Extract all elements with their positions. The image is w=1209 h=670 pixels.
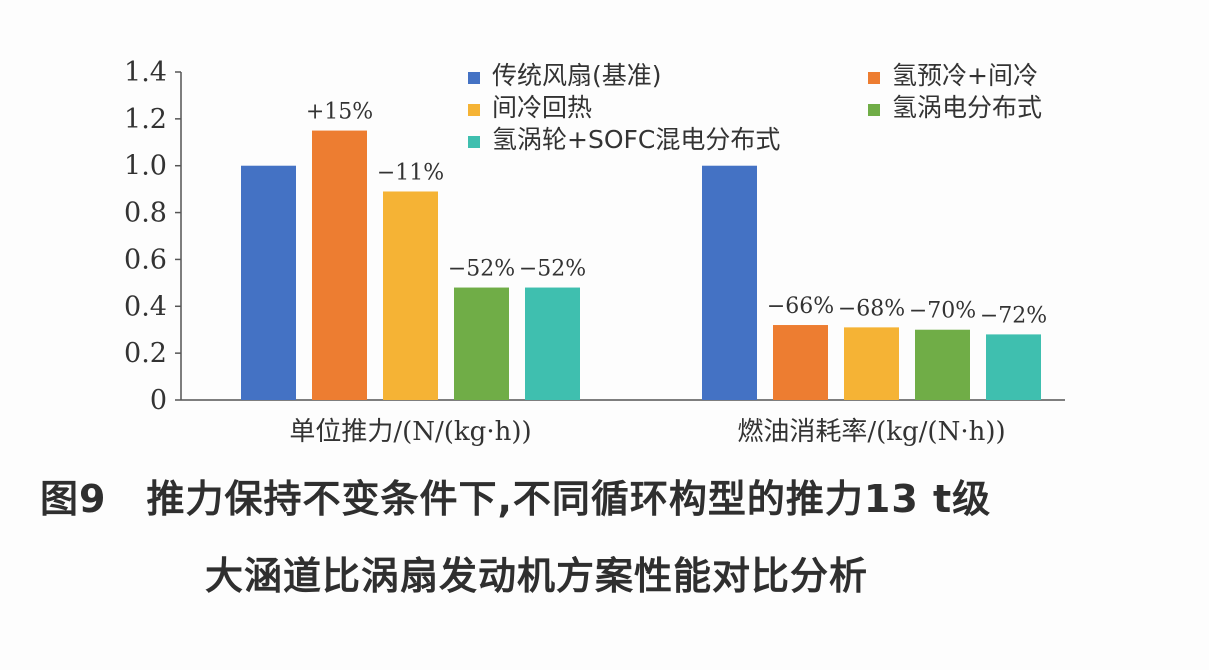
legend-swatch bbox=[468, 104, 480, 116]
bar-data-label: −52% bbox=[519, 257, 586, 282]
y-tick-label: 1.4 bbox=[124, 57, 167, 88]
legend-swatch bbox=[868, 72, 880, 84]
bar bbox=[915, 329, 970, 400]
bar bbox=[525, 287, 580, 400]
figure-number: 图9 bbox=[40, 477, 107, 521]
bar bbox=[986, 334, 1041, 400]
caption-text-2: 大涵道比涡扇发动机方案性能对比分析 bbox=[205, 554, 869, 598]
y-tick-label: 0.4 bbox=[124, 291, 167, 322]
legend-swatch bbox=[468, 136, 480, 148]
caption-text-1: 推力保持不变条件下,不同循环构型的推力13 t级 bbox=[146, 477, 992, 521]
legend-label: 间冷回热 bbox=[492, 93, 592, 122]
bar-data-label: −70% bbox=[909, 299, 976, 324]
legend-label: 氢预冷+间冷 bbox=[892, 61, 1038, 90]
figure-caption-line1: 图9 推力保持不变条件下,不同循环构型的推力13 t级 bbox=[40, 468, 1209, 523]
bar bbox=[312, 130, 367, 401]
figure-caption-line2: 大涵道比涡扇发动机方案性能对比分析 bbox=[205, 545, 1209, 600]
x-category-label: 单位推力/(N/(kg·h)) bbox=[289, 417, 531, 447]
bar bbox=[383, 191, 438, 400]
y-tick-label: 1.2 bbox=[124, 104, 167, 135]
y-tick-label: 0.2 bbox=[124, 338, 167, 369]
y-tick-label: 1.0 bbox=[124, 151, 167, 182]
legend-label: 氢涡轮+SOFC混电分布式 bbox=[492, 125, 780, 154]
y-tick-label: 0.8 bbox=[124, 198, 167, 229]
legend-swatch bbox=[468, 72, 480, 84]
bar bbox=[844, 327, 899, 400]
bar-data-label: −68% bbox=[838, 296, 905, 321]
y-tick-label: 0.6 bbox=[124, 244, 167, 275]
bar bbox=[773, 325, 828, 400]
bar-data-label: −11% bbox=[377, 160, 444, 185]
legend-label: 传统风扇(基准) bbox=[492, 61, 662, 90]
legend-swatch bbox=[868, 104, 880, 116]
bar-data-label: −72% bbox=[980, 303, 1047, 328]
bar-data-label: −52% bbox=[448, 257, 515, 282]
y-tick-label: 0 bbox=[150, 385, 167, 416]
x-category-label: 燃油消耗率/(kg/(N·h)) bbox=[737, 417, 1005, 447]
bar bbox=[454, 287, 509, 400]
bar bbox=[702, 165, 757, 400]
legend-label: 氢涡电分布式 bbox=[892, 93, 1042, 122]
bar bbox=[241, 165, 296, 400]
bar-data-label: +15% bbox=[306, 100, 373, 125]
bar-data-label: −66% bbox=[767, 294, 834, 319]
